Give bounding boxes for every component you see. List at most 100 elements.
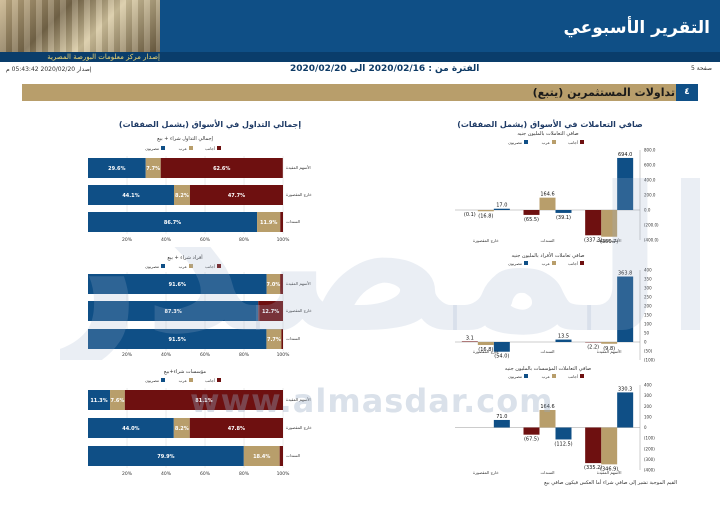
data-label: 47.8% (228, 426, 245, 432)
x-tick-label: 20% (122, 471, 133, 477)
legend-label: مصريون (508, 140, 522, 145)
data-label: 363.8 (618, 271, 632, 277)
data-label: 8.2% (175, 426, 189, 432)
legend-swatch (580, 261, 584, 265)
data-label: 13.5 (558, 334, 569, 340)
category-label: السندات (286, 219, 300, 224)
bar-segment (88, 446, 244, 466)
chart-title: إجمالي التداول شراء + بيع (157, 136, 213, 142)
x-tick-label: 100% (277, 237, 291, 243)
bar (585, 427, 602, 464)
data-label: 44.0% (122, 426, 139, 432)
bar (461, 341, 478, 342)
bar-segment (145, 158, 161, 178)
y-tick-label: 100 (644, 414, 652, 419)
y-tick-label: 200 (644, 304, 652, 309)
data-label: (16.8) (478, 213, 493, 219)
bar (523, 427, 540, 435)
data-label: (65.5) (524, 217, 539, 223)
data-label: 12.7% (262, 309, 279, 315)
bar-segment (173, 185, 190, 205)
header-subbar (0, 52, 720, 62)
y-tick-label: (50) (644, 349, 653, 354)
issue-timestamp: إصدار 2020/02/20 05:43:42 م (6, 66, 92, 73)
data-label: 11.3% (90, 398, 107, 404)
y-tick-label: 400 (644, 383, 652, 388)
data-label: 91.5% (169, 337, 186, 343)
right-column-title: صافي التعاملات في الأسواق (يشمل الصفقات) (457, 120, 643, 129)
data-label: 330.3 (618, 386, 632, 392)
legend-label: أجانب (205, 378, 215, 383)
data-label: 7.7% (267, 337, 281, 343)
data-label: 91.6% (169, 282, 186, 288)
chart-title: صافي التعاملات بالمليون جنيه (517, 131, 578, 137)
data-label: (112.5) (554, 441, 572, 447)
legend-label: مصريون (145, 264, 159, 269)
chart-title: صافي التعاملات المؤسسات بالمليون جنيه (505, 366, 591, 372)
bar-segment (281, 329, 283, 349)
data-label: 3.1 (466, 335, 474, 341)
data-label: 79.9% (157, 454, 174, 460)
data-label: 7.7% (146, 166, 160, 172)
data-label: (2.2) (587, 344, 599, 350)
bar (523, 210, 540, 215)
data-label: 62.6% (213, 166, 230, 172)
x-tick-label: 40% (161, 471, 172, 477)
x-tick-label: 80% (239, 237, 250, 243)
bar (477, 210, 494, 212)
category-label: الأسهم المقيدة (286, 165, 311, 170)
watermark-url: www.almasdar.com (190, 382, 554, 420)
legend-swatch (189, 264, 193, 268)
data-label: (67.5) (524, 437, 539, 443)
y-tick-label: 400 (644, 268, 652, 273)
legend-swatch (161, 264, 165, 268)
y-tick-label: (400) (644, 468, 655, 473)
data-label: 18.4% (253, 454, 270, 460)
bar-segment (88, 212, 258, 232)
category-label: الأسهم المقيدة (597, 349, 622, 354)
legend-label: عرب (179, 146, 187, 151)
bar-segment (88, 418, 174, 438)
y-tick-label: 300 (644, 393, 652, 398)
x-tick-label: 40% (161, 237, 172, 243)
legend-label: عرب (542, 374, 550, 379)
legend-swatch (552, 374, 556, 378)
bar-segment (257, 212, 281, 232)
bar-segment (88, 329, 267, 349)
data-label: 17.0 (496, 203, 507, 209)
category-label: الأسهم المقيدة (286, 397, 311, 402)
bar-segment (88, 301, 259, 321)
bar-segment (160, 158, 283, 178)
legend-swatch (580, 140, 584, 144)
category-label: الأسهم المقيدة (286, 281, 311, 286)
bar (493, 342, 510, 352)
data-label: (335.2) (584, 465, 602, 471)
chart-title: مؤسسات شراء+بيع (164, 369, 206, 375)
data-label: 11.9% (260, 220, 277, 226)
y-tick-label: 400.0 (644, 178, 656, 183)
x-tick-label: 40% (161, 352, 172, 358)
legend-swatch (217, 378, 221, 382)
category-label: السندات (540, 470, 554, 475)
legend-label: عرب (179, 378, 187, 383)
y-tick-label: (400.0) (644, 238, 659, 243)
x-tick-label: 80% (239, 352, 250, 358)
category-label: خارج المقصورة (473, 349, 499, 354)
data-label: (16.8) (478, 347, 493, 353)
data-label: 694.0 (618, 152, 632, 158)
legend-swatch (552, 140, 556, 144)
data-label: (54.0) (494, 354, 509, 360)
x-tick-label: 60% (200, 471, 211, 477)
bar-segment (124, 390, 283, 410)
legend-label: أجانب (205, 146, 215, 151)
data-label: (346.9) (600, 466, 618, 472)
bar-segment (258, 301, 283, 321)
report-period: الفترة من : 2020/02/16 الى 2020/02/20 (290, 64, 480, 74)
legend-swatch (189, 146, 193, 150)
bar-segment (173, 418, 190, 438)
y-tick-label: 150 (644, 313, 652, 318)
bar-segment (88, 158, 146, 178)
data-label: (39.1) (556, 215, 571, 221)
data-label: 7.6% (111, 398, 125, 404)
